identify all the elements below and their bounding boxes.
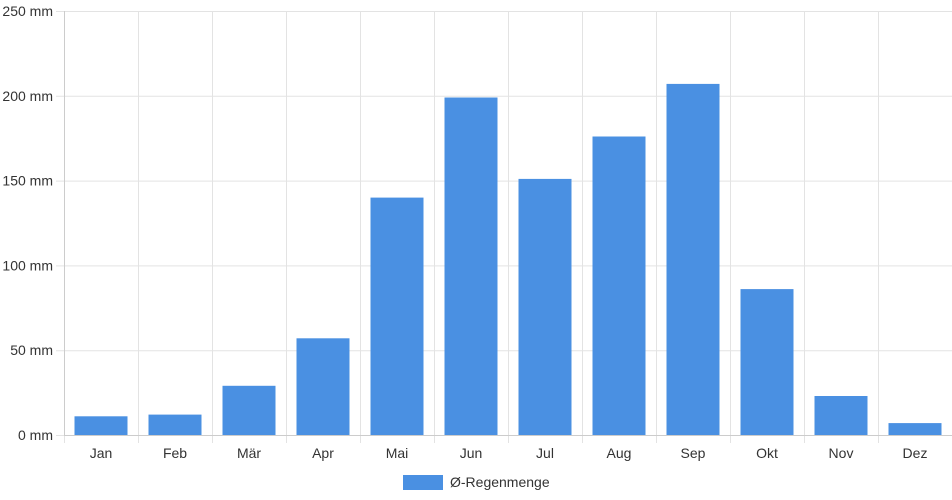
x-tick-label: Jul xyxy=(536,445,554,461)
y-tick-label: 50 mm xyxy=(10,342,53,358)
legend-label: Ø-Regenmenge xyxy=(450,474,550,490)
grid-lines xyxy=(56,11,952,443)
x-tick-label: Mär xyxy=(237,445,261,461)
legend-swatch xyxy=(403,475,443,490)
bar-Mär xyxy=(222,385,276,435)
bar-Jun xyxy=(444,97,498,435)
bar-Apr xyxy=(296,338,350,435)
bar-Dez xyxy=(888,423,942,435)
y-tick-label: 200 mm xyxy=(2,88,53,104)
legend[interactable]: Ø-Regenmenge xyxy=(403,474,550,490)
y-axis-ticks: 0 mm 50 mm 100 mm 150 mm 200 mm 250 mm xyxy=(2,3,53,443)
x-tick-label: Okt xyxy=(756,445,778,461)
x-tick-label: Feb xyxy=(163,445,187,461)
y-tick-label: 100 mm xyxy=(2,257,53,273)
bar-Mai xyxy=(370,197,424,435)
bar-Jul xyxy=(518,178,572,435)
bar-Feb xyxy=(148,414,202,435)
x-tick-label: Sep xyxy=(681,445,706,461)
x-tick-label: Aug xyxy=(607,445,632,461)
x-tick-label: Dez xyxy=(903,445,928,461)
bar-Jan xyxy=(74,416,128,435)
y-tick-label: 0 mm xyxy=(18,427,53,443)
bar-Sep xyxy=(666,83,720,436)
x-axis-ticks: Jan Feb Mär Apr Mai Jun Jul Aug Sep Okt Nov Dez xyxy=(90,445,928,461)
y-tick-label: 150 mm xyxy=(2,173,53,189)
bar-Nov xyxy=(814,396,868,435)
bar-Okt xyxy=(740,289,794,435)
x-tick-label: Jan xyxy=(90,445,113,461)
x-tick-label: Apr xyxy=(312,445,334,461)
bar-series xyxy=(74,83,942,436)
x-tick-label: Mai xyxy=(386,445,409,461)
x-tick-label: Jun xyxy=(460,445,483,461)
y-tick-label: 250 mm xyxy=(2,3,53,19)
bar-Aug xyxy=(592,136,646,435)
x-tick-label: Nov xyxy=(829,445,854,461)
